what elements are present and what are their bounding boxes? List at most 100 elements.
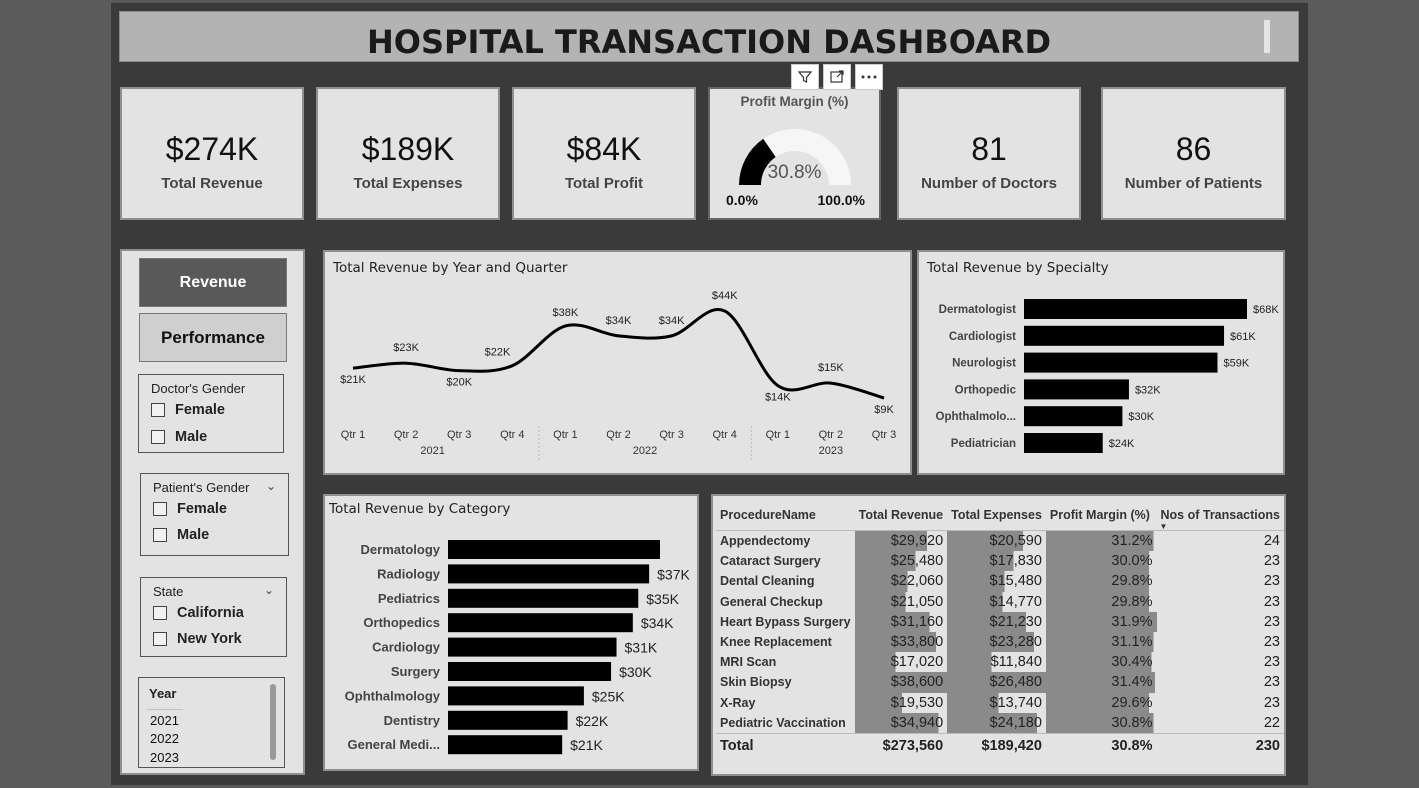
checkbox[interactable] — [153, 502, 167, 516]
title-scroll-handle[interactable] — [1264, 20, 1270, 53]
table-header-row: ProcedureName Total Revenue Total Expens… — [716, 500, 1284, 531]
chevron-down-icon[interactable]: ⌄ — [263, 583, 274, 597]
option-male[interactable]: Male — [151, 429, 207, 445]
x-tick-label: Qtr 1 — [766, 429, 790, 441]
procedure-name-cell: Skin Biopsy — [720, 675, 792, 690]
checkbox[interactable] — [151, 403, 165, 417]
right-backdrop — [1308, 0, 1419, 788]
total-profit-margin-cell: 30.8% — [1045, 732, 1157, 758]
option-california[interactable]: California — [153, 605, 244, 621]
option-female[interactable]: Female — [153, 501, 227, 517]
table-row[interactable]: Appendectomy $29,920 $20,590 31.2% 24 — [716, 530, 1284, 552]
category-label: Neurologist — [952, 358, 1016, 370]
kpi-value: $189K — [361, 131, 455, 167]
category-label: Orthopedics — [363, 615, 440, 630]
revenue-page-button[interactable]: Revenue — [139, 258, 287, 307]
slicer-title: Year — [149, 686, 177, 701]
bar — [448, 662, 612, 681]
transactions-cell: 24 — [1263, 533, 1280, 550]
option-label: New York — [177, 631, 242, 647]
category-chart-panel[interactable]: Total Revenue by Category Dermatology Rad… — [323, 494, 699, 771]
checkbox[interactable] — [153, 528, 167, 542]
revenue-cell: $31,160 — [854, 611, 948, 632]
slicer-title: State — [153, 584, 184, 599]
procedure-name-cell: Pediatric Vaccination — [720, 715, 846, 730]
data-label: $25K — [592, 688, 625, 704]
x-tick-label: Qtr 3 — [447, 429, 471, 441]
table-row[interactable]: Skin Biopsy $38,600 $26,480 31.4% 23 — [716, 672, 1284, 693]
bar — [448, 637, 617, 657]
filter-icon[interactable] — [791, 64, 819, 90]
option-label: Male — [177, 527, 210, 543]
kpi-card-total-profit[interactable]: $84K Total Profit — [512, 87, 696, 220]
year-item[interactable]: 2022 — [150, 731, 179, 746]
kpi-value: 81 — [971, 131, 1007, 167]
transactions-cell: 23 — [1263, 634, 1280, 651]
data-label: $31K — [625, 640, 658, 656]
table-row[interactable]: General Checkup $21,050 $14,770 29.8% 23 — [716, 591, 1284, 612]
year-slicer: Year 2021 2022 2023 — [138, 677, 285, 768]
checkbox[interactable] — [153, 632, 167, 646]
col-nos-of-transactions[interactable]: Nos of Transactions ▼ — [1156, 500, 1284, 531]
table-row[interactable]: Cataract Surgery $25,480 $17,830 30.0% 23 — [716, 551, 1284, 572]
focus-mode-icon[interactable] — [823, 64, 851, 90]
line-chart-panel[interactable]: Total Revenue by Year and Quarter $21K $2… — [323, 250, 912, 475]
procedure-name-cell: Appendectomy — [720, 534, 811, 549]
kpi-card-total-expenses[interactable]: $189K Total Expenses — [316, 87, 500, 220]
specialty-chart-panel[interactable]: Total Revenue by Specialty Dermatologist… — [917, 250, 1285, 475]
title-underline — [147, 709, 183, 710]
table-row[interactable]: MRI Scan $17,020 $11,840 30.4% 23 — [716, 652, 1284, 673]
revenue-cell: $34,940 — [854, 712, 948, 734]
performance-page-button[interactable]: Performance — [139, 313, 287, 362]
profit-margin-cell: 30.0% — [1045, 551, 1157, 572]
data-label: $20K — [446, 377, 472, 389]
table-row[interactable]: Dental Cleaning $22,060 $15,480 29.8% 23 — [716, 571, 1284, 592]
kpi-card-number-of-patients[interactable]: 86 Number of Patients — [1101, 87, 1286, 220]
chevron-down-icon[interactable]: ⌄ — [265, 479, 276, 493]
transactions-cell: 23 — [1263, 694, 1280, 711]
x-tick-label: Qtr 4 — [500, 429, 524, 441]
table-row[interactable]: Heart Bypass Surgery $31,160 $21,230 31.9% 2… — [716, 611, 1284, 632]
option-female[interactable]: Female — [151, 402, 225, 418]
table-row[interactable]: Knee Replacement $33,800 $23,280 31.1% 23 — [716, 631, 1284, 653]
more-options-icon[interactable] — [855, 64, 883, 90]
col-procedure-name[interactable]: ProcedureName — [716, 500, 855, 531]
kpi-label: Total Profit — [564, 175, 644, 192]
option-new-york[interactable]: New York — [153, 631, 242, 647]
option-label: California — [177, 605, 244, 621]
kpi-card-total-revenue[interactable]: $274K Total Revenue — [120, 87, 304, 220]
table-row[interactable]: X-Ray $19,530 $13,740 29.6% 23 — [716, 692, 1284, 713]
category-label: Surgery — [391, 664, 441, 679]
slicer-title: Doctor's Gender — [151, 381, 246, 396]
col-total-expenses[interactable]: Total Expenses — [947, 500, 1046, 531]
table-row[interactable]: Pediatric Vaccination $34,940 $24,180 30.8%… — [716, 712, 1284, 734]
category-bar-chart: Dermatology Radiology $37K Pediatrics $35K Or… — [345, 540, 690, 755]
option-male[interactable]: Male — [153, 527, 209, 543]
transactions-cell: 22 — [1263, 714, 1280, 731]
year-item[interactable]: 2023 — [150, 750, 179, 765]
procedure-table-panel[interactable]: ProcedureName Total Revenue Total Expens… — [711, 494, 1286, 776]
col-profit-margin[interactable]: Profit Margin (%) — [1045, 500, 1157, 531]
kpi-card-number-of-doctors[interactable]: 81 Number of Doctors — [897, 87, 1081, 220]
category-label: General Medi... — [348, 737, 440, 752]
expenses-cell: $24,180 — [947, 712, 1046, 734]
option-label: Female — [175, 402, 225, 418]
category-label: Dentistry — [384, 713, 441, 728]
expenses-cell: $23,280 — [947, 631, 1046, 653]
col-total-revenue[interactable]: Total Revenue — [854, 500, 948, 531]
gauge-card-profit-margin[interactable]: Profit Margin (%) 30.8% 0.0% 100.0% — [708, 87, 881, 220]
chart-title: Total Revenue by Year and Quarter — [333, 260, 568, 276]
profit-margin-cell: 29.6% — [1045, 692, 1157, 713]
gauge-track — [739, 129, 851, 185]
profit-margin-cell: 30.4% — [1045, 652, 1157, 673]
bar — [1024, 325, 1225, 346]
transactions-cell: 23 — [1263, 573, 1280, 590]
profit-margin-cell: 31.2% — [1045, 530, 1157, 552]
year-item[interactable]: 2021 — [150, 713, 179, 728]
data-label: $32K — [1135, 384, 1161, 396]
year-scrollbar[interactable] — [270, 684, 276, 760]
checkbox[interactable] — [151, 430, 165, 444]
kpi-label: Total Revenue — [161, 175, 263, 192]
checkbox[interactable] — [153, 606, 167, 620]
procedure-name-cell: General Checkup — [720, 594, 823, 609]
